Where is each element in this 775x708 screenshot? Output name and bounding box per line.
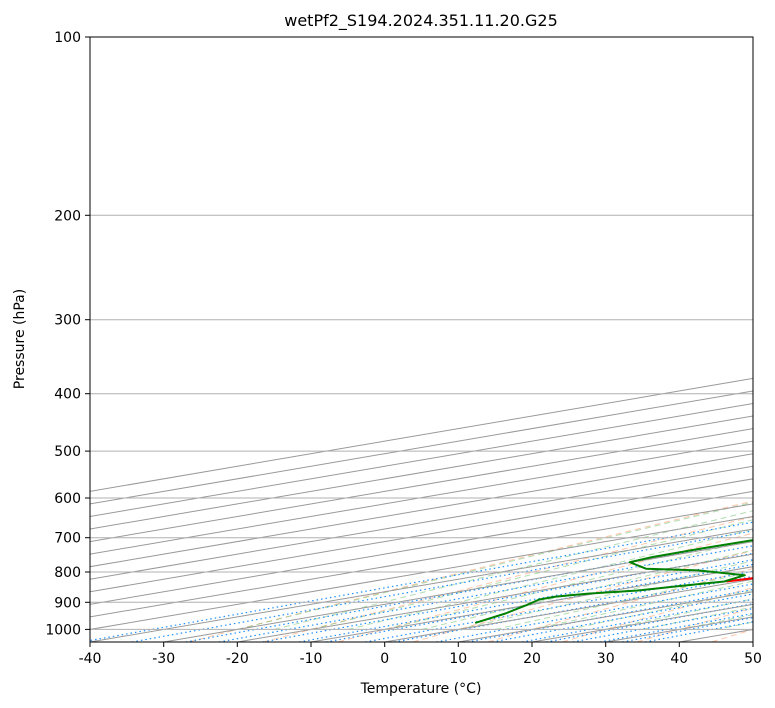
y-tick-label: 300 [54,313,81,329]
plot-area: 0.10.20.40.611.52346810131620253036-100-… [90,37,753,642]
x-tick-label: -20 [226,651,249,667]
y-tick-label: 200 [54,208,81,224]
isotherm [90,503,753,618]
isotherm [90,415,753,530]
x-tick-label: 30 [597,651,615,667]
x-axis-title: Temperature (°C) [360,681,482,697]
moist-adiabat [458,560,753,630]
y-axis-title: Pressure (hPa) [12,289,28,389]
moist-adiabat [568,589,753,630]
y-tick-label: 400 [54,387,81,403]
moist-adiabat [384,538,753,630]
isotherm [531,603,753,642]
pressure-gridlines [90,37,753,630]
moist-adiabats [237,501,753,630]
x-tick-label: 40 [670,651,688,667]
dry-adiabat [263,516,753,642]
sounding-series [474,539,753,624]
plot-frame [89,36,754,643]
dry-adiabat [711,628,753,642]
isotherm [90,402,753,517]
isotherm [90,440,753,555]
isotherm [90,453,753,568]
isotherm [90,377,753,492]
y-tick-label: 1000 [45,622,81,638]
isotherm [90,528,753,642]
isotherm [90,490,753,605]
isotherm [752,641,753,642]
mixing-ratio-line [218,545,753,642]
x-tick-label: 10 [449,651,467,667]
y-axis-ticks: 100 200 300 400 500 600 700 800 900 1000 [45,30,90,638]
isotherm [90,465,753,580]
x-tick-label: 20 [523,651,541,667]
isotherm [384,578,753,642]
moist-adiabat [237,501,753,630]
x-tick-label: -40 [79,651,102,667]
moist-adiabat [679,614,753,630]
temperature-line [726,577,753,583]
dry-adiabat [562,587,753,642]
isotherms [90,377,753,642]
x-tick-label: -10 [300,651,323,667]
moist-adiabat [274,510,753,630]
dry-adiabat [487,567,753,642]
dry-adiabat [338,532,753,642]
isotherm [90,515,753,630]
x-tick-label: 50 [744,651,762,667]
dewpoint-line [474,539,753,624]
y-tick-label: 600 [54,491,81,507]
isotherm [90,390,753,505]
y-tick-label: 800 [54,565,81,581]
x-tick-label: -30 [152,651,175,667]
x-tick-label: 0 [380,651,389,667]
chart-title: wetPf2_S194.2024.351.11.20.G25 [284,11,558,31]
y-tick-label: 900 [54,595,81,611]
moist-adiabat [752,628,753,630]
y-tick-label: 700 [54,531,81,547]
y-tick-label: 500 [54,444,81,460]
isotherm [90,428,753,543]
y-tick-label: 100 [54,30,81,46]
moist-adiabat [310,519,753,630]
isotherm [90,478,753,593]
x-axis-ticks: -40 -30 -20 -10 0 10 20 30 40 50 [79,642,762,667]
